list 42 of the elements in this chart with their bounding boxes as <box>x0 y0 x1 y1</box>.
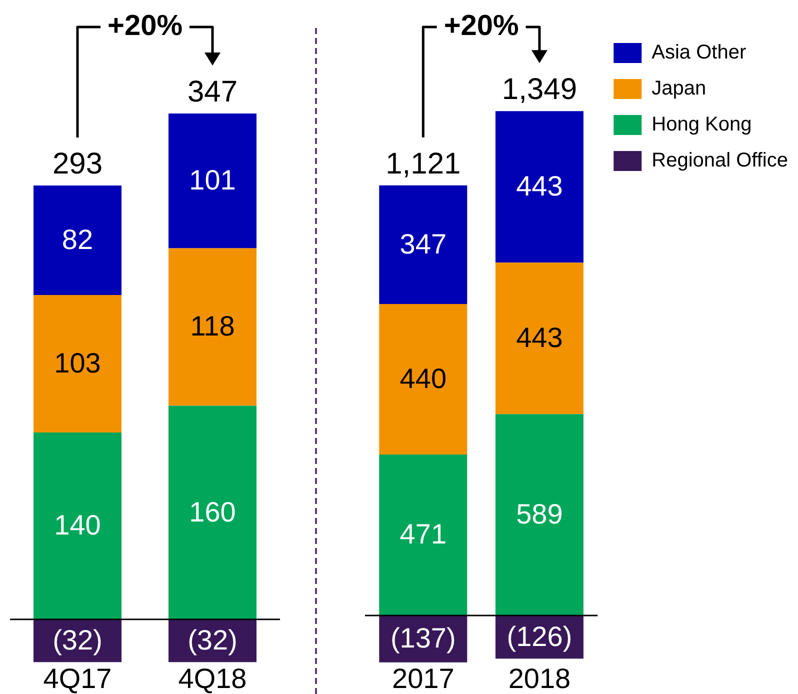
bar <box>34 186 122 295</box>
data-label: (137) <box>390 622 456 654</box>
total-label: 347 <box>187 75 238 108</box>
data-label: 82 <box>62 224 94 255</box>
x-tick-label: 2017 <box>392 662 454 694</box>
total-label: 293 <box>52 148 103 181</box>
bar <box>379 304 468 454</box>
x-tick-label: 4Q17 <box>43 662 112 694</box>
bar <box>168 248 256 406</box>
data-label: (32) <box>52 624 102 656</box>
annotation: +20% <box>108 10 183 42</box>
bar <box>34 432 122 620</box>
data-label: (32) <box>188 624 238 656</box>
x-tick-label: 2018 <box>508 662 571 694</box>
data-label: 347 <box>400 228 447 260</box>
annotation: +20% <box>444 10 520 42</box>
data-label: 440 <box>400 362 447 394</box>
data-label: 160 <box>189 496 236 528</box>
legend-label: Regional Office <box>652 150 788 172</box>
data-label: 118 <box>190 310 235 342</box>
bar <box>495 262 584 414</box>
bar <box>379 454 468 616</box>
total-label: 1,349 <box>502 73 578 106</box>
bar <box>495 111 584 263</box>
total-label: 1,121 <box>386 147 461 180</box>
data-label: 471 <box>400 518 447 550</box>
data-label: 443 <box>516 322 563 354</box>
bar <box>168 113 256 248</box>
data-label: 103 <box>54 347 101 378</box>
bar <box>495 414 584 616</box>
bar <box>168 406 256 620</box>
legend-label: Japan <box>652 78 706 100</box>
data-label: 589 <box>516 498 563 530</box>
data-label: 443 <box>516 170 563 202</box>
legend-label: Asia Other <box>652 42 746 64</box>
data-label: 101 <box>189 164 236 196</box>
data-label: (126) <box>506 620 572 652</box>
x-tick-label: 4Q18 <box>178 662 247 694</box>
bar <box>379 185 468 304</box>
data-label: 140 <box>54 510 101 541</box>
legend-label: Hong Kong <box>652 114 752 136</box>
bar <box>34 294 122 432</box>
